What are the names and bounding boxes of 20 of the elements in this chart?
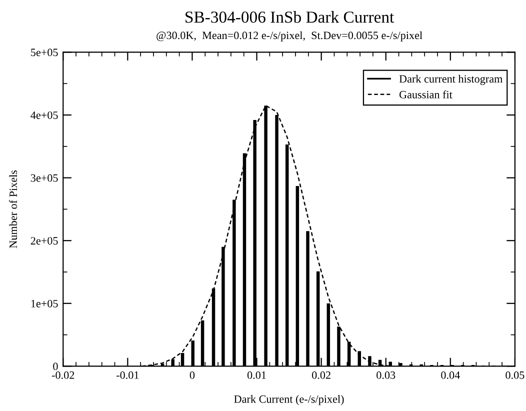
y-tick-label: 5e+05: [31, 48, 58, 56]
x-tick-label: 0: [190, 371, 195, 379]
x-axis-title: Dark Current (e-/s/pixel): [234, 395, 344, 406]
y-tick-label: 2e+05: [30, 237, 58, 245]
x-tick-label: 0.03: [376, 371, 396, 379]
x-tick-label: 0.04: [441, 371, 460, 379]
x-tick-label: 0.02: [312, 371, 330, 379]
y-axis-title: Number of Pixels: [9, 170, 18, 248]
y-tick-label: 4e+05: [30, 111, 58, 119]
legend-label: Gaussian fit: [399, 90, 452, 98]
y-tick-label: 3e+05: [30, 174, 58, 182]
legend-label: Dark current histogram: [399, 74, 503, 85]
x-tick-label: -0.01: [116, 371, 139, 379]
x-tick-label: 0.05: [506, 371, 524, 379]
chart-title: SB-304-006 InSb Dark Current: [186, 11, 394, 23]
y-tick-label: 0: [53, 362, 58, 370]
y-tick-label: 1e+05: [31, 300, 58, 308]
x-tick-label: -0.02: [52, 371, 74, 379]
x-tick-label: 0.01: [247, 371, 266, 379]
chart-subtitle: @30.0K, Mean=0.012 e-/s/pixel, St.Dev=0.0055 e-/s/pixel: [156, 31, 422, 42]
